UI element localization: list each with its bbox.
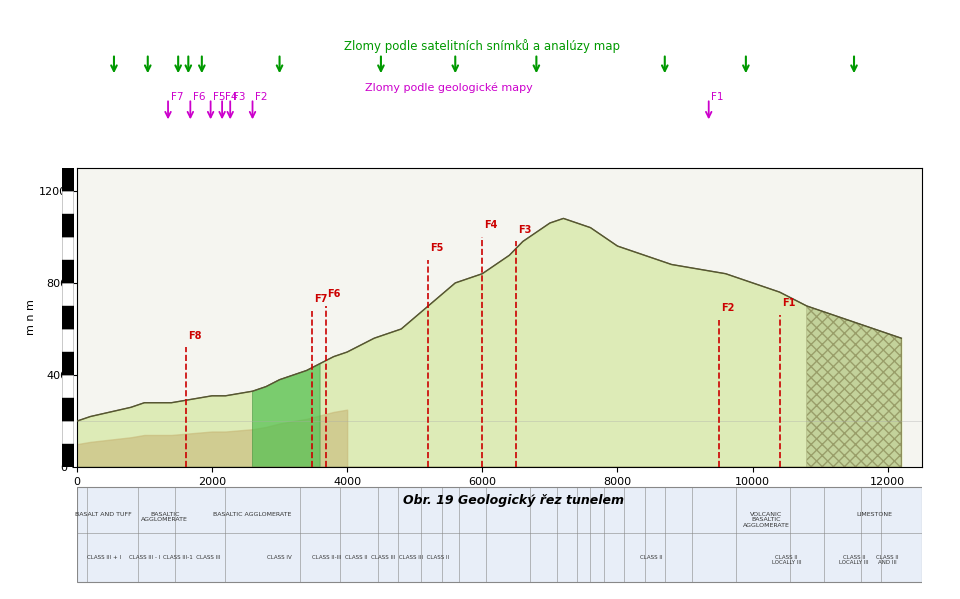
Text: LIMESTONE: LIMESTONE bbox=[856, 512, 892, 516]
Text: VOLCANIC
BASALTIC
AGGLOMERATE: VOLCANIC BASALTIC AGGLOMERATE bbox=[743, 512, 789, 528]
Text: BASALT AND TUFF: BASALT AND TUFF bbox=[76, 512, 132, 516]
Text: CLASS III-1  CLASS III: CLASS III-1 CLASS III bbox=[163, 555, 221, 559]
Text: F4: F4 bbox=[225, 92, 237, 102]
Text: Zlomy podle geologické mapy: Zlomy podle geologické mapy bbox=[365, 83, 533, 93]
Text: CLASS IV: CLASS IV bbox=[267, 555, 292, 559]
Bar bbox=[62, 190, 74, 214]
Text: F1: F1 bbox=[781, 298, 795, 308]
Text: F1: F1 bbox=[711, 92, 724, 102]
Text: F7: F7 bbox=[171, 92, 183, 102]
Text: CLASS II-III  CLASS II  CLASS III  CLASS III  CLASS II: CLASS II-III CLASS II CLASS III CLASS II… bbox=[312, 555, 449, 559]
Bar bbox=[62, 352, 74, 375]
Text: F5: F5 bbox=[213, 92, 226, 102]
Text: CLASS II
LOCALLY III: CLASS II LOCALLY III bbox=[839, 555, 869, 565]
Bar bbox=[62, 398, 74, 421]
Text: CLASS II
AND III: CLASS II AND III bbox=[876, 555, 900, 565]
Text: F7: F7 bbox=[314, 294, 327, 304]
Text: F8: F8 bbox=[188, 331, 202, 340]
Text: F2: F2 bbox=[721, 303, 734, 313]
Bar bbox=[62, 214, 74, 237]
Y-axis label: m n m: m n m bbox=[26, 300, 36, 335]
Text: BASALTIC
AGGLOMERATE: BASALTIC AGGLOMERATE bbox=[141, 512, 188, 522]
Polygon shape bbox=[806, 306, 901, 467]
Bar bbox=[62, 421, 74, 444]
Text: F3: F3 bbox=[233, 92, 246, 102]
X-axis label: x [m]: x [m] bbox=[483, 492, 516, 506]
Text: F5: F5 bbox=[430, 243, 444, 253]
Bar bbox=[62, 329, 74, 352]
Text: F6: F6 bbox=[193, 92, 205, 102]
Bar bbox=[62, 260, 74, 283]
Bar bbox=[62, 237, 74, 260]
Text: Obr. 19 Geologický řez tunelem: Obr. 19 Geologický řez tunelem bbox=[403, 494, 624, 507]
Text: CLASS II: CLASS II bbox=[640, 555, 662, 559]
Text: BASALTIC AGGLOMERATE: BASALTIC AGGLOMERATE bbox=[213, 512, 292, 516]
Bar bbox=[62, 168, 74, 190]
Text: CLASS III + I: CLASS III + I bbox=[86, 555, 121, 559]
Text: CLASS II
LOCALLY III: CLASS II LOCALLY III bbox=[772, 555, 802, 565]
Text: F6: F6 bbox=[327, 289, 341, 299]
Text: Zlomy podle satelitních snímků a analúzy map: Zlomy podle satelitních snímků a analúzy… bbox=[345, 39, 620, 53]
Text: F2: F2 bbox=[255, 92, 268, 102]
Bar bbox=[62, 306, 74, 329]
Bar bbox=[62, 444, 74, 467]
Text: F3: F3 bbox=[518, 225, 532, 235]
Bar bbox=[77, 488, 922, 582]
Bar bbox=[62, 283, 74, 306]
Text: CLASS III - I: CLASS III - I bbox=[129, 555, 160, 559]
Polygon shape bbox=[252, 364, 320, 467]
Text: F4: F4 bbox=[485, 220, 497, 230]
Bar bbox=[62, 375, 74, 398]
